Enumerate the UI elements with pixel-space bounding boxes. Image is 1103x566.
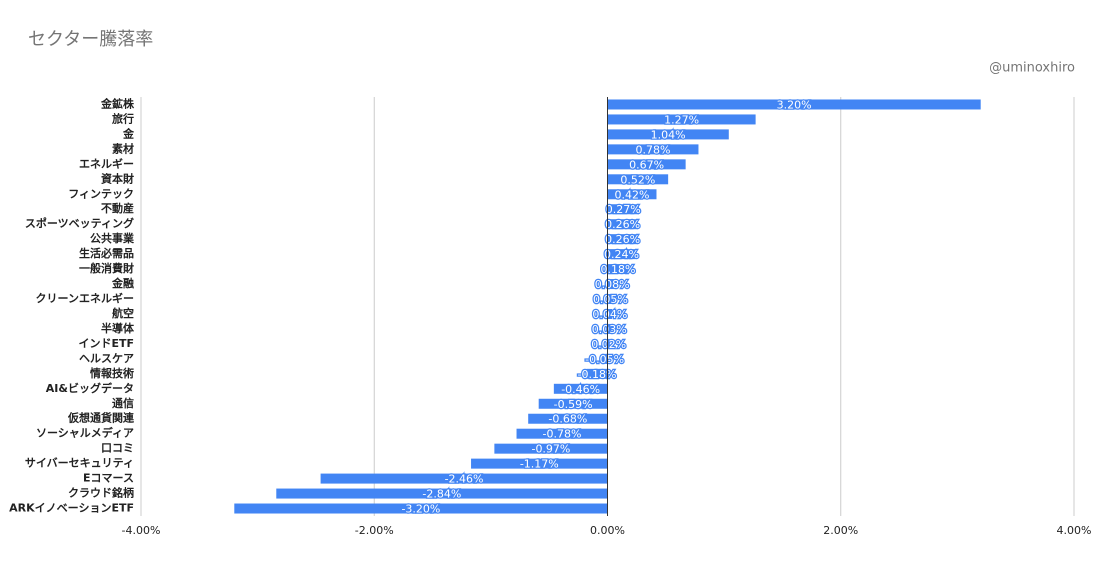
bar [607, 219, 638, 230]
bar [607, 234, 638, 245]
bar [607, 204, 639, 215]
value-label: 0.78% [636, 143, 671, 156]
category-label: 半導体 [101, 321, 135, 335]
value-label: 0.24% [604, 248, 639, 261]
category-label: フィンテック [68, 187, 134, 200]
value-label: 0.04% [592, 308, 627, 321]
category-label: 仮想通貨関連 [67, 411, 135, 425]
category-label: 口コミ [101, 442, 134, 455]
value-label: -0.05% [585, 353, 624, 366]
bar [234, 503, 608, 514]
category-label: 素材 [112, 141, 134, 155]
category-label: ARKイノベーションETF [9, 502, 134, 515]
value-label: 3.20% [777, 98, 812, 111]
category-label: 生活必需品 [79, 246, 134, 260]
bar [607, 308, 613, 319]
value-label: -0.18% [578, 368, 617, 381]
value-label: 1.04% [651, 128, 686, 141]
value-label: 0.03% [592, 323, 627, 336]
chart-subtitle: @uminoxhiro [989, 61, 1075, 76]
category-label: エネルギー [79, 156, 134, 170]
bar [471, 458, 608, 469]
bar [607, 294, 614, 305]
value-label: -0.78% [543, 428, 582, 441]
value-label: -1.17% [520, 458, 559, 471]
value-label: -0.46% [561, 383, 600, 396]
bar [607, 249, 636, 260]
category-label: 通信 [112, 396, 134, 410]
bar [516, 428, 608, 439]
category-label: 旅行 [112, 111, 134, 125]
value-label: 0.27% [606, 203, 641, 216]
bar [320, 473, 608, 484]
value-label: -0.68% [548, 413, 587, 426]
value-label: 0.42% [615, 188, 650, 201]
bar [586, 368, 608, 379]
value-label: 0.26% [605, 218, 640, 231]
category-label: AI&ビッグデータ [46, 381, 134, 395]
value-label: -2.46% [445, 473, 484, 486]
bar [607, 159, 686, 170]
category-label: 不動産 [101, 201, 134, 215]
value-label: -3.20% [401, 503, 440, 516]
bar [607, 129, 729, 140]
bar [528, 413, 608, 424]
bar [607, 279, 617, 290]
bar [276, 488, 608, 499]
category-label: クリーンエネルギー [36, 291, 134, 305]
x-tick-label: 4.00% [1057, 524, 1092, 537]
bar [607, 338, 610, 349]
category-label: クラウド銘柄 [68, 486, 134, 500]
category-label: スポーツベッティング [25, 216, 134, 230]
category-label: 金融 [111, 276, 134, 290]
bar [607, 144, 699, 155]
bar [553, 383, 608, 394]
category-label: ヘルスケア [79, 352, 134, 365]
bar [607, 264, 629, 275]
category-label: 金鉱株 [100, 96, 135, 110]
bar [607, 323, 611, 334]
category-label: インドETF [78, 337, 134, 350]
x-tick-label: 0.00% [590, 524, 625, 537]
value-label: 1.27% [664, 113, 699, 126]
value-label: 0.05% [593, 293, 628, 306]
bar [538, 398, 608, 409]
category-label: ソーシャルメディア [36, 426, 134, 440]
value-label: 0.18% [601, 263, 636, 276]
category-label: 情報技術 [90, 366, 134, 380]
category-label: 金 [122, 126, 135, 140]
category-label: 資本財 [101, 171, 134, 185]
bar [607, 114, 756, 125]
value-label: 0.08% [595, 278, 630, 291]
category-label: 航空 [112, 306, 134, 320]
value-label: 0.52% [620, 173, 655, 186]
chart-title: セクター騰落率 [28, 29, 153, 50]
bar [607, 99, 981, 110]
x-tick-label: -4.00% [122, 524, 161, 537]
category-label: サイバーセキュリティ [25, 457, 134, 470]
category-label: 一般消費財 [79, 261, 134, 275]
category-label: Eコマース [83, 472, 134, 485]
bar [494, 443, 608, 454]
value-label: 0.67% [629, 158, 664, 171]
value-label: -0.97% [531, 443, 570, 456]
bar [601, 353, 608, 364]
value-label: -0.59% [554, 398, 593, 411]
category-label: 公共事業 [90, 231, 135, 245]
value-label: 0.26% [605, 233, 640, 246]
bar [607, 174, 669, 185]
bar [607, 189, 657, 200]
x-tick-label: -2.00% [355, 524, 394, 537]
x-tick-label: 2.00% [823, 524, 858, 537]
value-label: 0.02% [591, 338, 626, 351]
value-label: -2.84% [422, 488, 461, 501]
